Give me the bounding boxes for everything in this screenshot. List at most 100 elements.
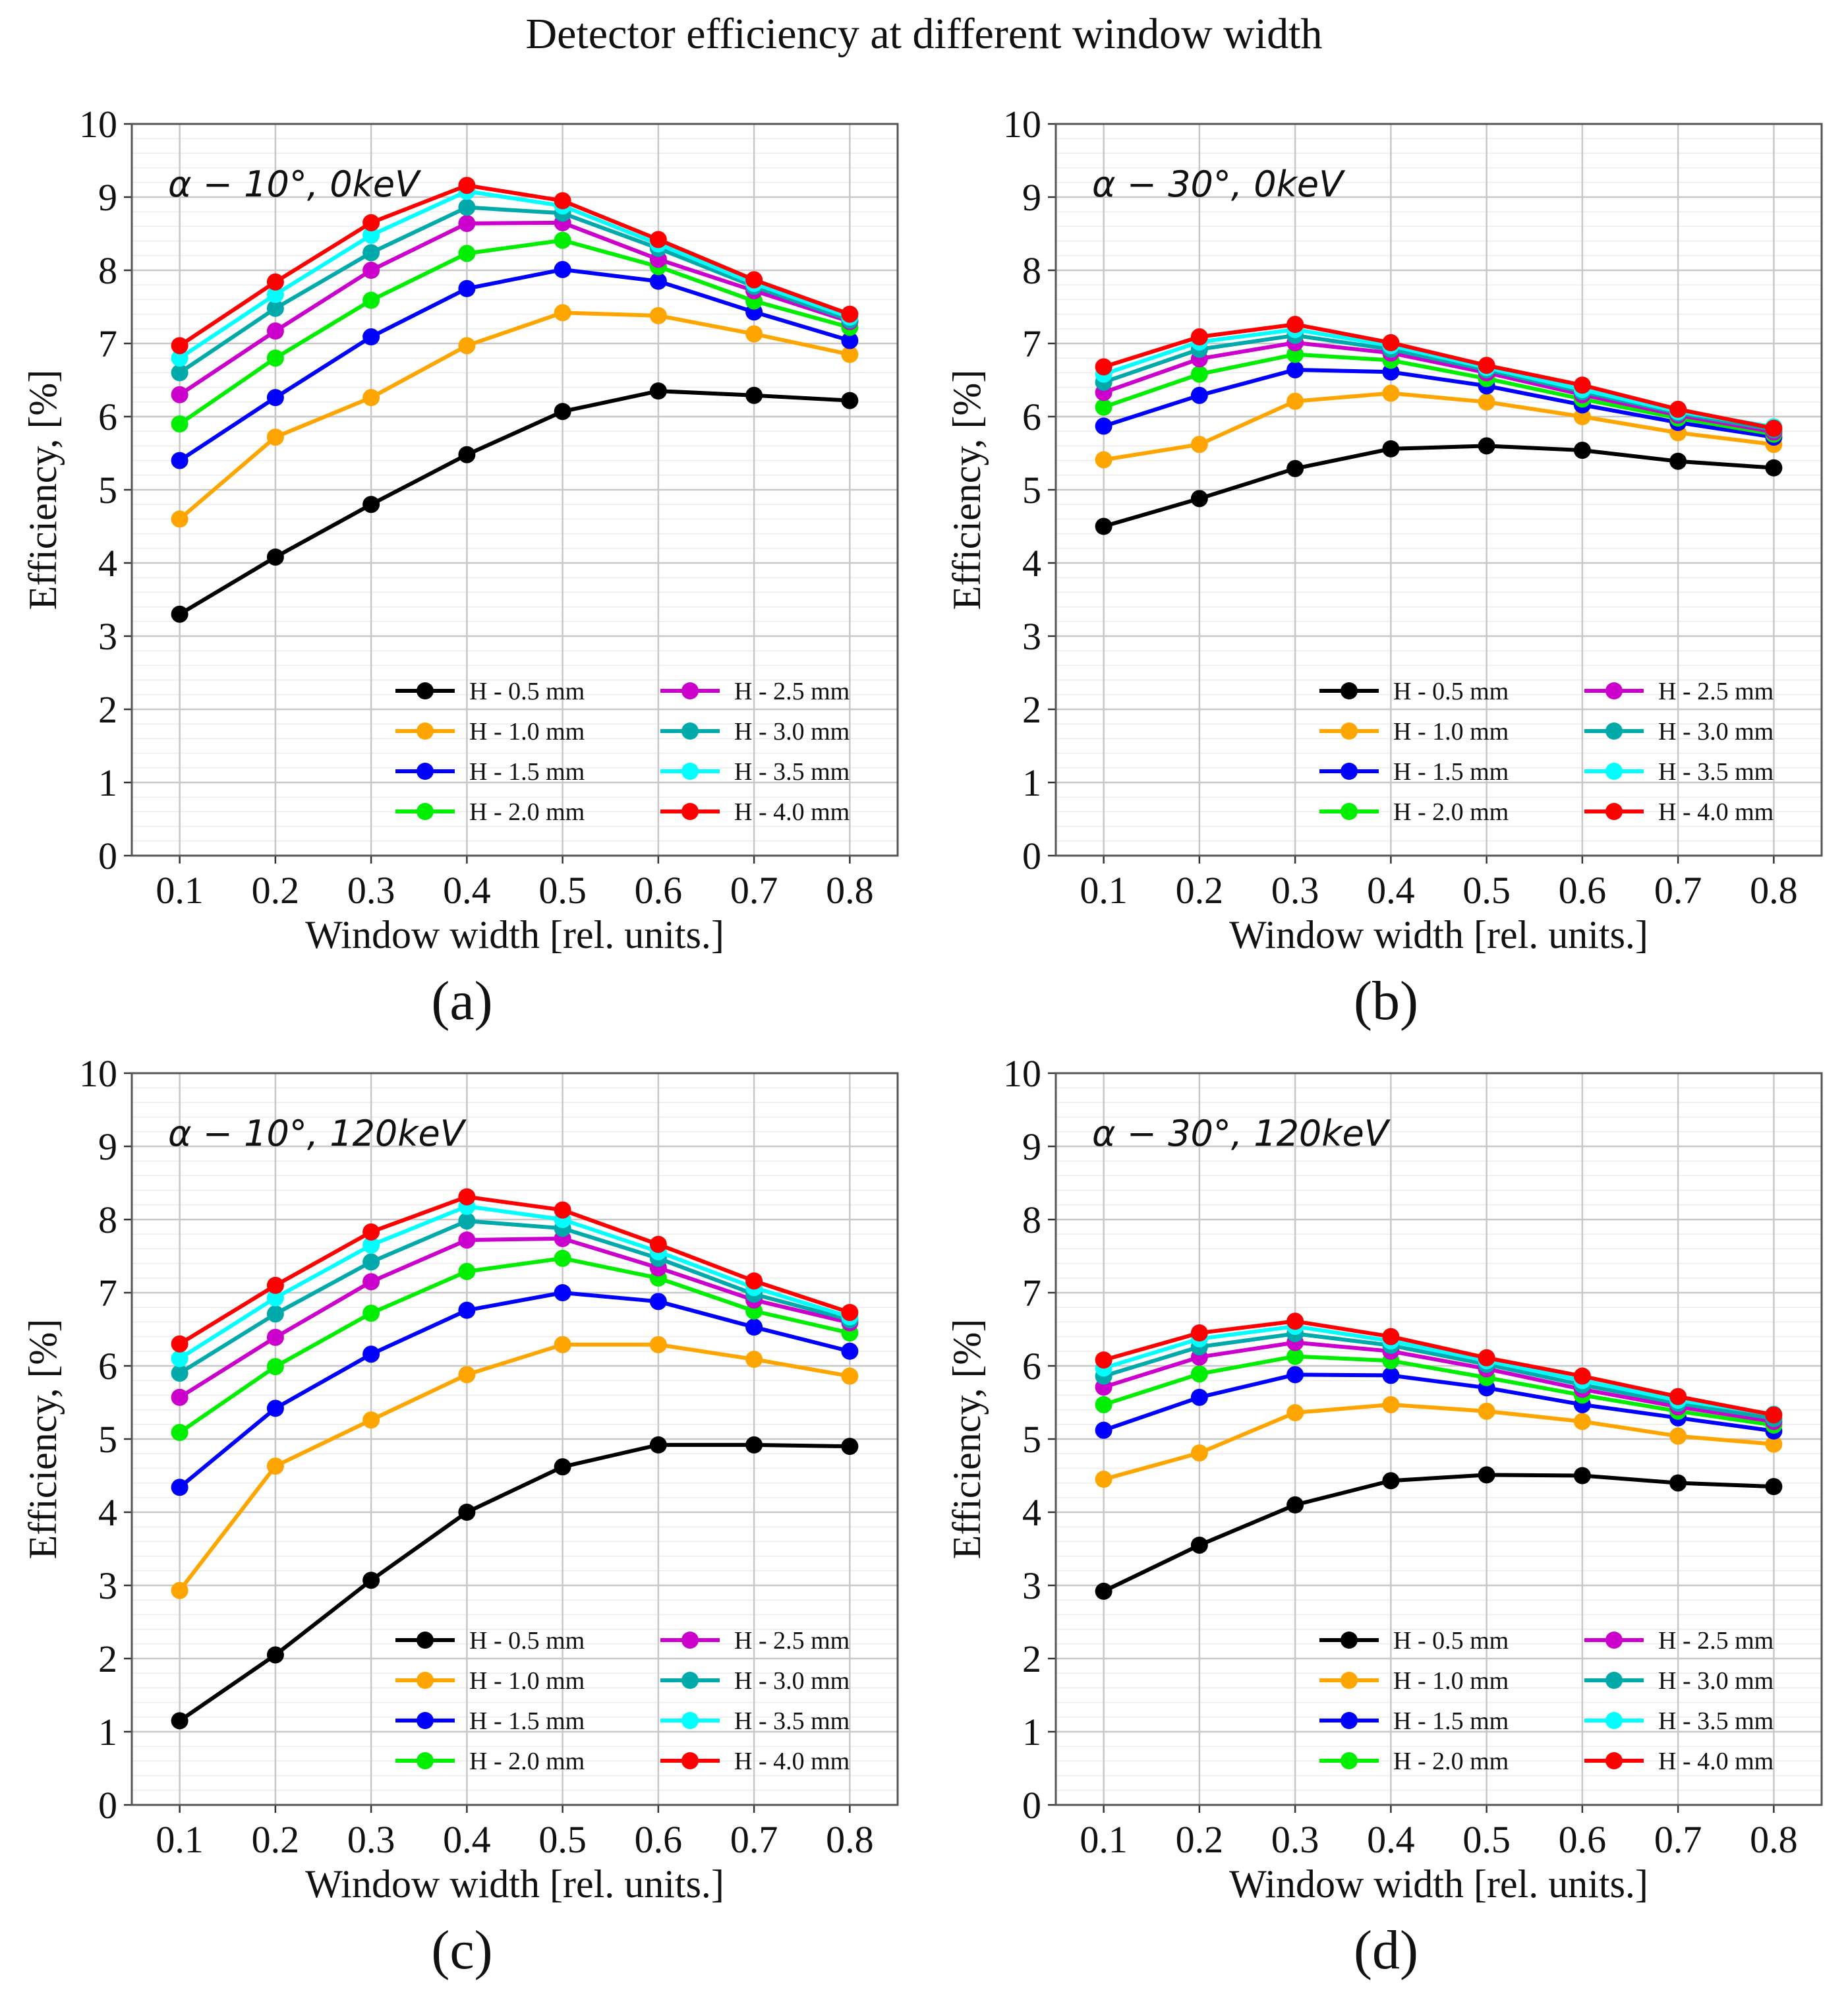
- data-point: [458, 1212, 476, 1230]
- x-tick-label: 0.1: [156, 1818, 204, 1861]
- data-point: [649, 1235, 667, 1253]
- y-tick-label: 6: [1022, 1345, 1041, 1388]
- data-point: [554, 192, 571, 210]
- x-axis-label: Window width [rel. units.]: [305, 913, 724, 957]
- series-line: [178, 1291, 851, 1489]
- y-axis-label: Efficiency, [%]: [21, 370, 65, 610]
- y-tick-label: 6: [98, 396, 117, 438]
- y-tick-label: 7: [98, 1272, 117, 1314]
- legend-label: H - 2.5 mm: [734, 1627, 850, 1655]
- chart-panel-a: 0 1 2 3 4 5 6 7 8 9 10 0.1 0.2 0.3 0.4 0.5 0.6 0.7 0.8 Wind…: [0, 66, 924, 1042]
- series-line: [1103, 1319, 1774, 1417]
- legend-label: H - 2.0 mm: [469, 798, 585, 826]
- data-point: [266, 273, 284, 291]
- data-point: [1286, 392, 1304, 410]
- data-point: [266, 1358, 284, 1376]
- data-point: [1765, 459, 1783, 477]
- data-point: [554, 1249, 571, 1267]
- legend-label: H - 1.0 mm: [469, 1667, 585, 1695]
- legend-marker: [681, 803, 699, 820]
- y-tick-label: 10: [1003, 1052, 1041, 1095]
- line-chart-b: 0 1 2 3 4 5 6 7 8 9 10 0.1 0.2 0.3 0.4 0.5 0.6 0.7 0.8 Wind…: [945, 103, 1823, 957]
- y-tick-label: 9: [1022, 176, 1041, 219]
- x-tick-label: 0.1: [1080, 1818, 1128, 1861]
- y-tick-label: 5: [1022, 469, 1041, 512]
- data-point: [554, 260, 571, 278]
- data-point: [266, 389, 284, 407]
- x-tick-label: 0.4: [443, 1818, 491, 1861]
- legend-label: H - 2.0 mm: [469, 1748, 585, 1775]
- data-point: [1190, 328, 1208, 346]
- data-point: [171, 364, 188, 382]
- legend-marker: [1341, 803, 1358, 820]
- data-point: [171, 1349, 188, 1367]
- legend-marker: [417, 1632, 434, 1649]
- legend-marker: [417, 722, 434, 740]
- series-line: [1103, 444, 1774, 529]
- y-tick-label: 2: [1022, 1637, 1041, 1680]
- legend-label: H - 2.5 mm: [1658, 678, 1774, 705]
- legend-marker: [1341, 682, 1358, 699]
- data-point: [1478, 357, 1495, 374]
- data-point: [1765, 1478, 1783, 1496]
- data-point: [1478, 1466, 1495, 1484]
- data-point: [649, 1436, 667, 1454]
- series-line: [178, 205, 851, 374]
- x-tick-label: 0.5: [538, 869, 587, 912]
- data-point: [1095, 451, 1112, 469]
- x-tick-label: 0.5: [538, 1818, 587, 1861]
- x-tick-label: 0.8: [1750, 869, 1798, 912]
- data-point: [554, 1336, 571, 1353]
- series-line: [178, 1442, 850, 1722]
- data-point: [1286, 1347, 1304, 1365]
- y-tick-label: 8: [98, 1198, 117, 1241]
- data-point: [1669, 400, 1687, 418]
- data-point: [171, 452, 188, 469]
- data-point: [1478, 1349, 1495, 1367]
- x-axis-label: Window width [rel. units.]: [1229, 1862, 1648, 1906]
- series-line: [1103, 327, 1774, 429]
- data-point: [362, 328, 380, 346]
- chart-annotation: α − 30°, 120keV: [1092, 1113, 1391, 1154]
- data-point: [841, 1438, 859, 1456]
- panel-caption: (c): [431, 1920, 493, 1981]
- y-tick-label: 2: [98, 1637, 117, 1680]
- annotation-angle: α − 10°,: [168, 1113, 330, 1154]
- data-point: [458, 177, 476, 194]
- data-point: [745, 1318, 763, 1336]
- series-line: [178, 1342, 850, 1592]
- legend-marker: [1341, 1752, 1358, 1769]
- data-point: [841, 305, 859, 323]
- data-point: [266, 428, 284, 446]
- series-line: [178, 220, 851, 397]
- data-point: [649, 272, 667, 290]
- legend-label: H - 2.0 mm: [1393, 798, 1509, 826]
- legend-label: H - 4.0 mm: [734, 798, 850, 826]
- series-line: [178, 238, 851, 426]
- y-tick-label: 2: [98, 688, 117, 731]
- x-tick-label: 0.2: [252, 1818, 300, 1861]
- data-point: [362, 291, 380, 309]
- annotation-energy: 0keV: [1254, 163, 1346, 205]
- legend-label: H - 3.5 mm: [1658, 1707, 1774, 1735]
- legend-label: H - 1.0 mm: [469, 718, 585, 746]
- series-line: [1103, 1354, 1774, 1427]
- data-point: [458, 1188, 476, 1206]
- data-point: [1286, 345, 1304, 363]
- y-tick-label: 6: [1022, 396, 1041, 438]
- data-point: [362, 1273, 380, 1291]
- data-point: [171, 1365, 188, 1382]
- data-point: [554, 1201, 571, 1219]
- data-point: [1382, 1396, 1400, 1413]
- data-point: [1382, 1328, 1400, 1345]
- data-point: [266, 548, 284, 566]
- y-tick-label: 8: [1022, 249, 1041, 292]
- data-point: [745, 271, 763, 289]
- x-tick-label: 0.7: [1654, 1818, 1702, 1861]
- legend-marker: [1605, 1712, 1623, 1729]
- y-tick-label: 5: [98, 469, 117, 512]
- data-point: [1286, 1496, 1304, 1514]
- x-tick-label: 0.6: [1559, 1818, 1607, 1861]
- y-tick-label: 9: [98, 176, 117, 219]
- legend-label: H - 1.5 mm: [469, 1707, 585, 1735]
